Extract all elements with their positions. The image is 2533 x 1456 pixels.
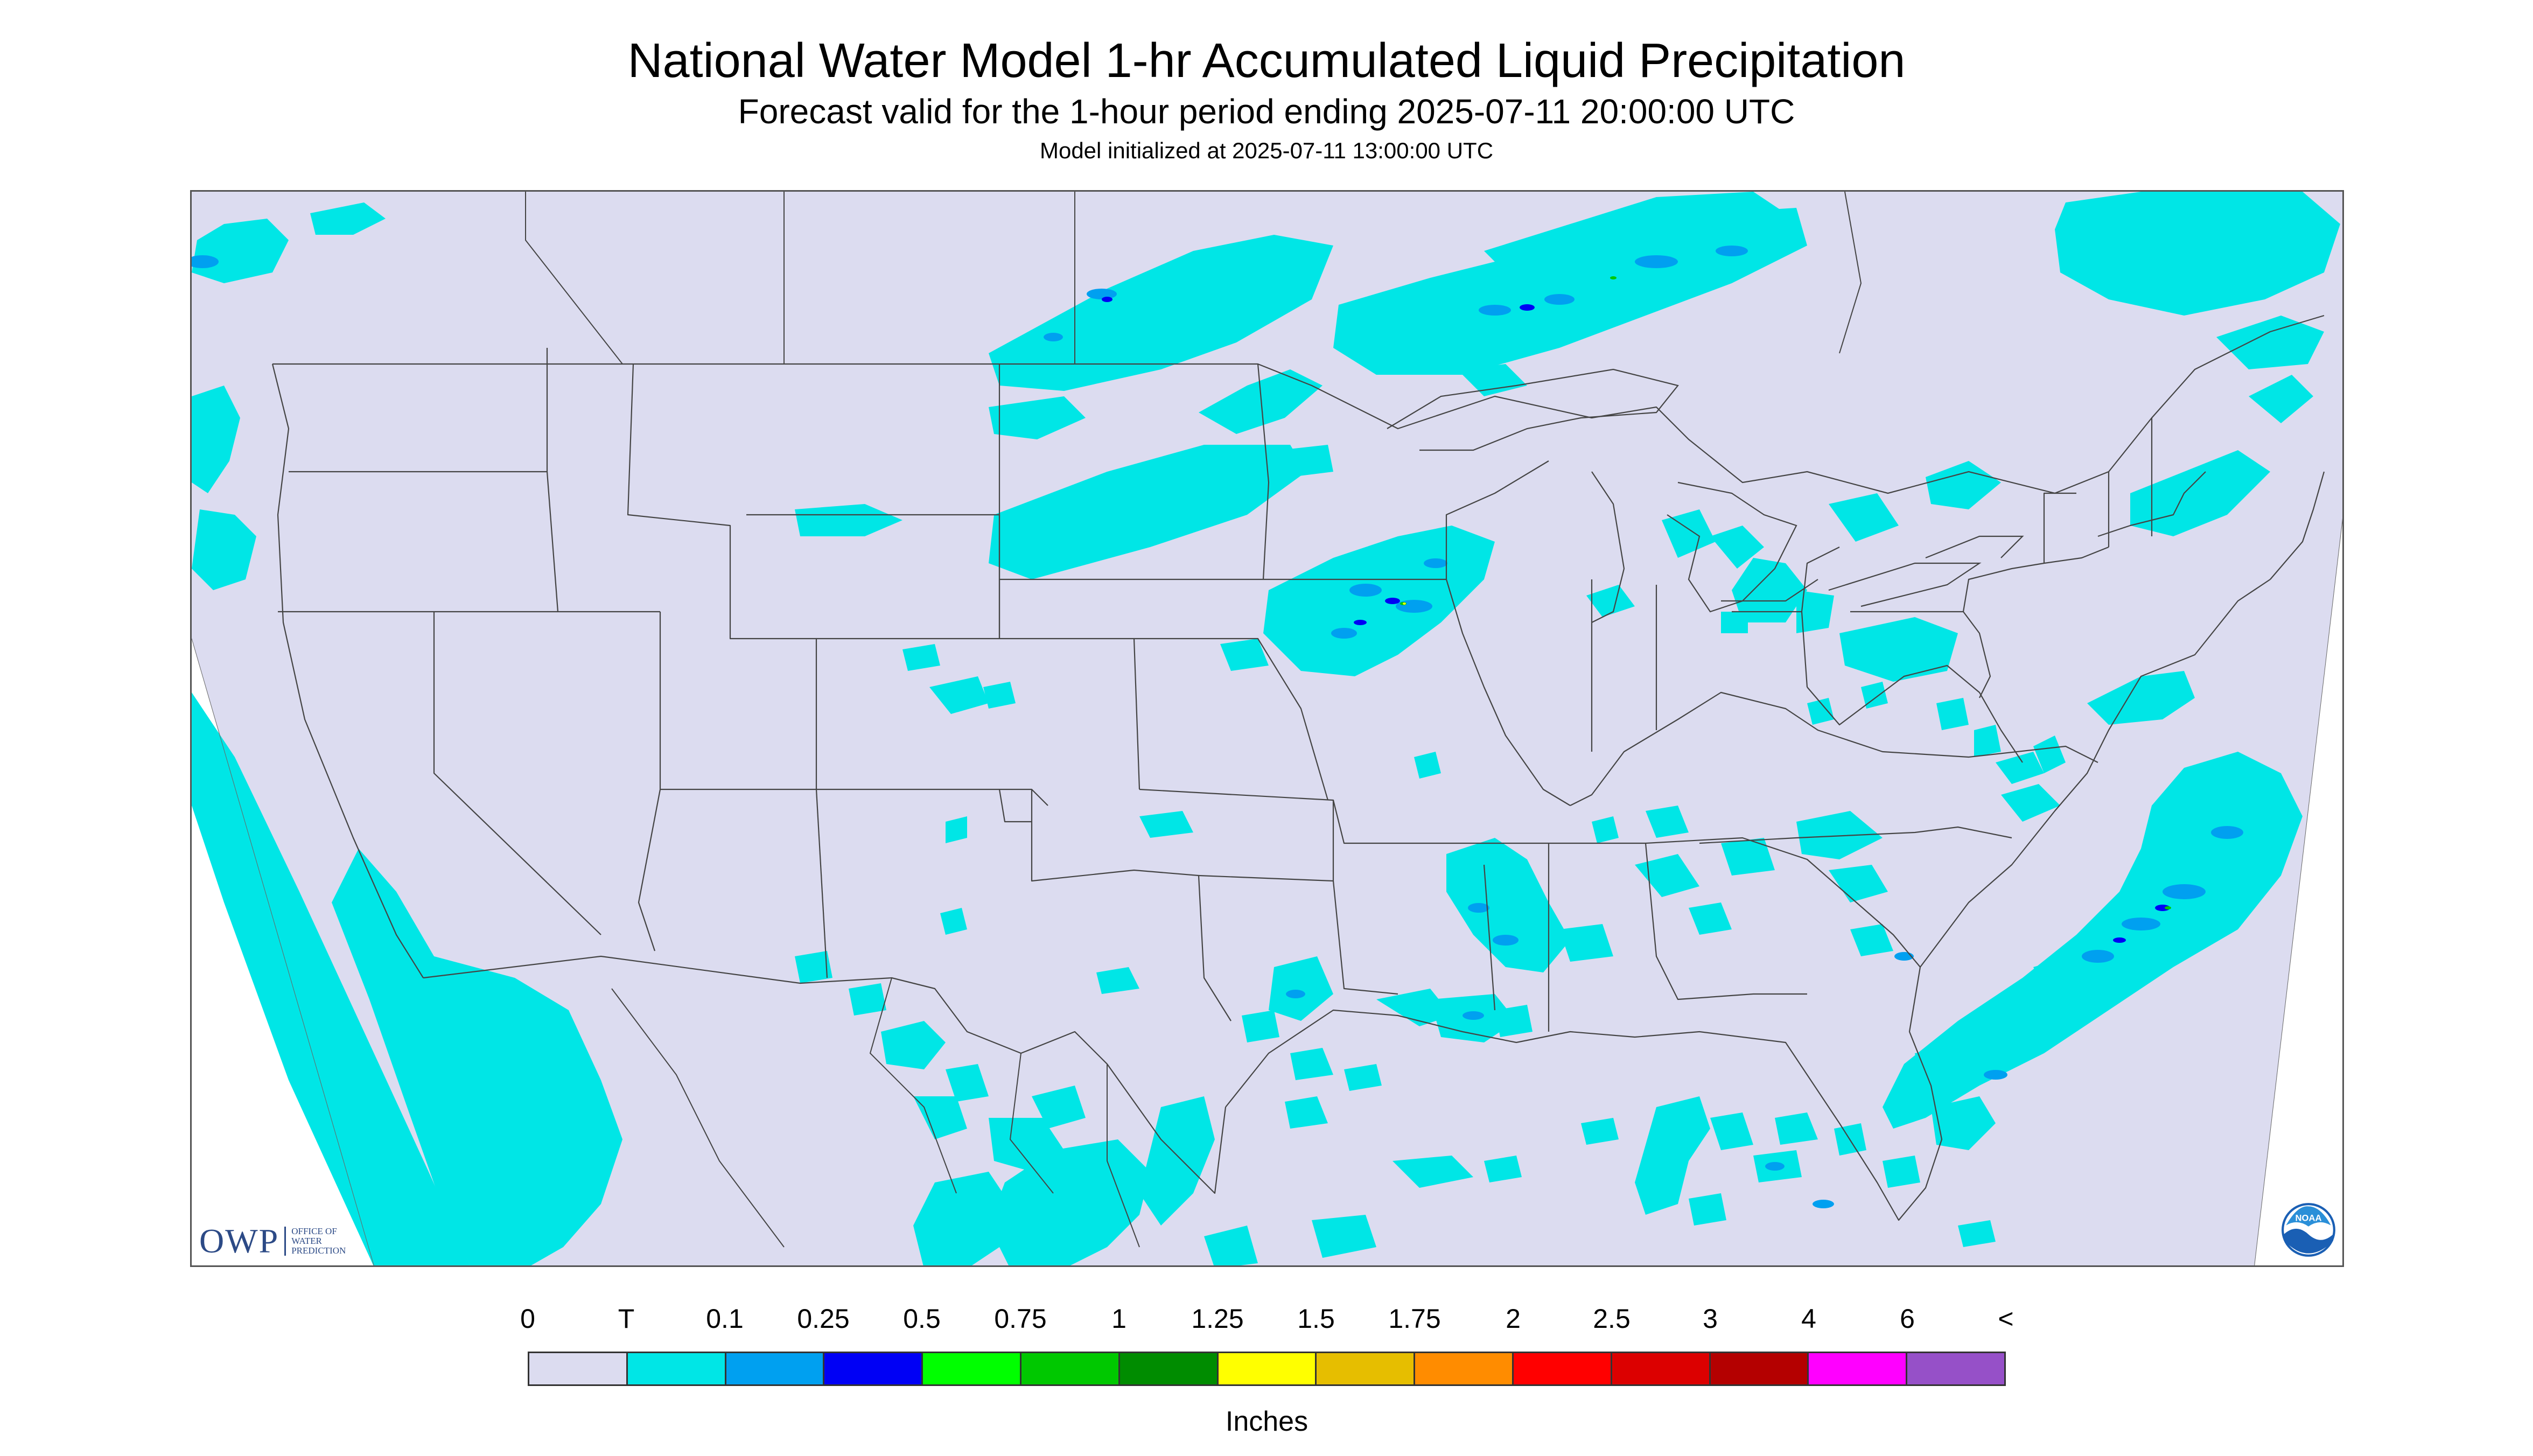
legend-tick-label: 1.5: [1297, 1304, 1335, 1334]
legend-swatch: [1317, 1353, 1416, 1384]
precipitation-map: [190, 190, 2344, 1267]
legend-swatch: [529, 1353, 628, 1384]
legend-swatch: [1809, 1353, 1908, 1384]
legend-tick-label: 1.75: [1388, 1304, 1441, 1334]
legend-tick-label: 2.5: [1593, 1304, 1631, 1334]
great-lakes-outlines: [1387, 368, 2024, 623]
owp-subtext-line: OFFICE OF: [291, 1226, 337, 1236]
precip-trace-areas: [192, 192, 2340, 1265]
domain-edge-right: [2254, 518, 2342, 1265]
legend-unit-label: Inches: [1225, 1406, 1309, 1437]
legend-colorbar: [528, 1352, 2006, 1386]
precip-moderate-cells: [1102, 297, 2170, 943]
legend-tick-label: 0.25: [797, 1304, 850, 1334]
legend-tick-label: <: [1998, 1304, 2014, 1334]
legend-tick-label: 0: [520, 1304, 535, 1334]
legend-swatch: [1612, 1353, 1711, 1384]
legend-tick-label: T: [618, 1304, 635, 1334]
page-title: National Water Model 1-hr Accumulated Li…: [627, 34, 1906, 88]
legend-swatch: [1415, 1353, 1514, 1384]
canada-mexico-internal-lines: [525, 192, 1862, 1248]
noaa-logo-icon: NOAA: [2282, 1203, 2335, 1257]
legend-swatch: [726, 1353, 825, 1384]
legend-tick-label: 0.5: [903, 1304, 941, 1334]
legend-swatch: [1119, 1353, 1219, 1384]
legend-tick-label: 0.75: [994, 1304, 1047, 1334]
owp-subtext-line: PREDICTION: [291, 1245, 346, 1256]
legend-swatch: [1218, 1353, 1317, 1384]
owp-subtext: OFFICE OF WATER PREDICTION: [284, 1227, 372, 1256]
legend-swatch: [1907, 1353, 2004, 1384]
map-canvas: [192, 192, 2342, 1265]
precip-light-cells: [192, 246, 2243, 1208]
legend-swatch: [1513, 1353, 1612, 1384]
legend-tick-label: 1.25: [1191, 1304, 1244, 1334]
precip-intense-cells: [1403, 603, 1406, 605]
precip-legend: 0 T 0.1 0.25 0.5 0.75 1 1.25 1.5 1.75 2 2.5 3 4 6 < Inc…: [520, 1303, 2014, 1438]
noaa-logo-text: NOAA: [2296, 1213, 2322, 1223]
domain-edge-left: [192, 638, 374, 1265]
legend-swatch: [627, 1353, 726, 1384]
legend-tick-label: 1: [1111, 1304, 1126, 1334]
legend-swatch: [1021, 1353, 1120, 1384]
legend-swatch: [923, 1353, 1021, 1384]
legend-tick-label: 4: [1801, 1304, 1816, 1334]
forecast-valid-subtitle: Forecast valid for the 1-hour period end…: [738, 92, 1795, 131]
state-boundaries: [271, 314, 2325, 1221]
map-domain: [192, 192, 2342, 1265]
owp-subtext-line: WATER: [291, 1236, 322, 1246]
model-init-line: Model initialized at 2025-07-11 13:00:00…: [1039, 138, 1494, 163]
legend-tick-label: 0.1: [706, 1304, 744, 1334]
owp-logo: OWP OFFICE OF WATER PREDICTION: [199, 1220, 372, 1263]
legend-swatch: [1710, 1353, 1809, 1384]
legend-tick-label: 3: [1703, 1304, 1718, 1334]
legend-tick-label: 2: [1506, 1304, 1521, 1334]
legend-swatch: [824, 1353, 923, 1384]
legend-tick-label: 6: [1900, 1304, 1915, 1334]
owp-mark: OWP: [199, 1222, 279, 1260]
